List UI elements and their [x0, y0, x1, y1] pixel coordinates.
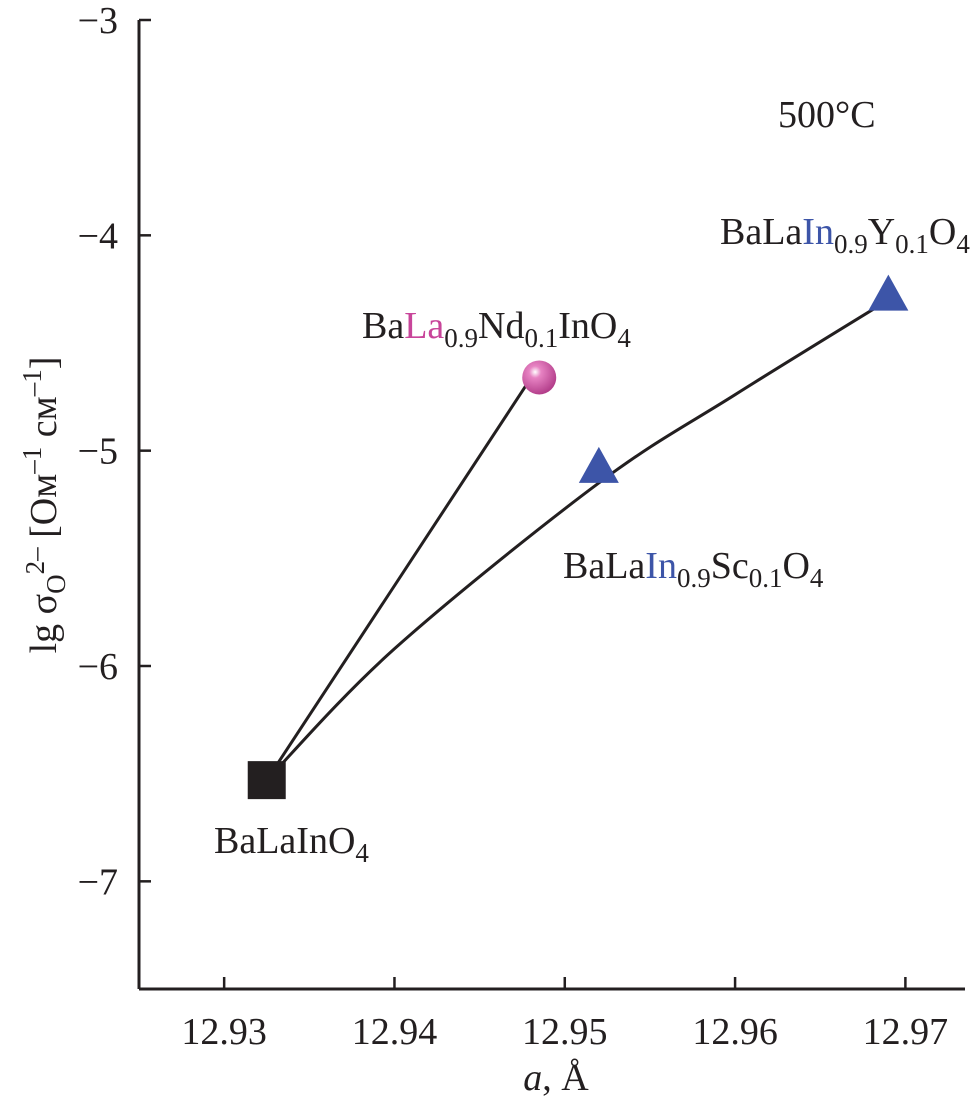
label-Nd: BaLa0.9Nd0.1InO4 — [362, 305, 631, 353]
marker-Nd — [522, 360, 557, 395]
y-tick-label: −7 — [78, 861, 118, 903]
fit-lines — [265, 298, 890, 782]
label-Y: BaLaIn0.9Y0.1O4 — [720, 211, 970, 259]
x-tick-label: 12.96 — [692, 1011, 778, 1053]
line-sc-y — [265, 298, 890, 782]
line-nd — [265, 385, 527, 781]
marker-Y — [868, 274, 909, 311]
x-tick-label: 12.94 — [352, 1011, 438, 1053]
label-Sc: BaLaIn0.9Sc0.1O4 — [563, 545, 824, 593]
y-tick-label: −6 — [78, 646, 118, 688]
label-BaLaInO4: BaLaInO4 — [214, 820, 369, 868]
marker-Sc — [578, 446, 619, 483]
marker-BaLaInO4 — [247, 761, 286, 800]
ticks: 12.93 12.94 12.95 12.96 12.97 −3 −4 −5 −6 −7 — [78, 0, 949, 1053]
y-tick-label: −5 — [78, 431, 118, 473]
y-axis-title: lg σO2– [Ом–1 см–1] — [17, 357, 71, 654]
x-axis-title: a, Å — [523, 1057, 589, 1099]
x-tick-label: 12.95 — [522, 1011, 608, 1053]
markers — [247, 274, 909, 800]
temperature-annotation: 500°C — [778, 94, 876, 136]
x-tick-label: 12.97 — [863, 1011, 949, 1053]
y-tick-label: −3 — [78, 0, 118, 42]
x-tick-label: 12.93 — [181, 1011, 267, 1053]
point-labels: BaLaInO4 BaLa0.9Nd0.1InO4 BaLaIn0.9Sc0.1O4… — [214, 211, 970, 868]
y-tick-label: −4 — [78, 215, 118, 257]
axes — [137, 20, 965, 991]
